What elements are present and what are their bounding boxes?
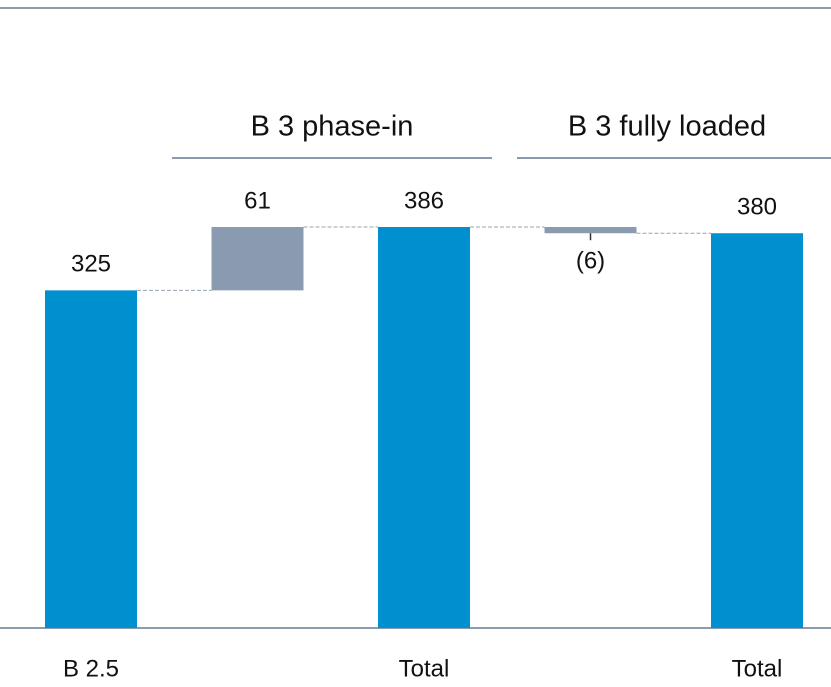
group-label: B 3 fully loaded (568, 111, 766, 143)
value-label: 325 (71, 251, 111, 278)
x-tick-label: Total (732, 655, 783, 682)
x-tick-label: B 2.5 (63, 655, 119, 682)
value-label: (6) (576, 248, 605, 275)
value-label: 61 (244, 187, 271, 214)
bar (544, 227, 637, 234)
bar (211, 227, 304, 291)
value-label: 380 (737, 194, 777, 221)
x-tick-label: Total (399, 655, 450, 682)
bar (378, 227, 470, 628)
bar (45, 290, 137, 628)
bar (711, 233, 803, 628)
value-label: 386 (404, 187, 444, 214)
group-label: B 3 phase-in (251, 111, 414, 143)
